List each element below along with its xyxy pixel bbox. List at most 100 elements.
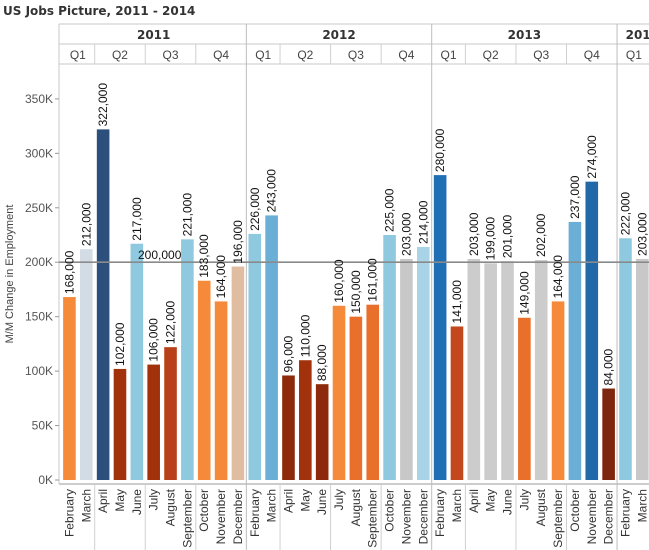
bar [467, 258, 481, 480]
y-tick-label: 50K [32, 419, 53, 433]
data-label: 203,000 [399, 212, 413, 256]
quarter-label: Q3 [348, 48, 364, 62]
quarter-label: Q4 [584, 48, 600, 62]
bar [147, 364, 160, 480]
y-tick-label: 0K [38, 473, 53, 487]
bar [534, 260, 548, 480]
y-tick-label: 200K [25, 255, 53, 269]
data-label: 202,000 [534, 213, 548, 257]
y-tick-label: 300K [25, 146, 53, 160]
quarter-label: Q1 [70, 48, 86, 62]
x-tick-label: February [248, 489, 262, 537]
x-tick-label: August [164, 488, 178, 526]
data-label: 203,000 [467, 212, 481, 256]
bar [181, 239, 194, 480]
bar [265, 215, 278, 480]
bar [484, 263, 497, 480]
x-tick-label: October [197, 489, 211, 532]
x-tick-label: February [433, 489, 447, 537]
bar [551, 301, 565, 480]
data-label: 201,000 [501, 214, 515, 258]
data-label: 84,000 [602, 349, 616, 386]
x-tick-label: March [265, 489, 279, 522]
x-tick-label: June [130, 489, 144, 515]
bar [416, 246, 430, 480]
quarter-label: Q2 [297, 48, 313, 62]
bar [585, 181, 599, 480]
bar [501, 261, 514, 480]
x-tick-label: September [551, 489, 565, 548]
bar [113, 368, 127, 480]
x-tick-label: December [416, 489, 430, 544]
quarter-label: Q4 [213, 48, 229, 62]
data-label: 88,000 [315, 344, 329, 381]
bar [332, 305, 346, 480]
bar [248, 233, 262, 480]
data-label: 106,000 [147, 318, 161, 362]
x-tick-label: June [315, 489, 329, 515]
quarter-label: Q3 [163, 48, 179, 62]
x-tick-label: February [618, 489, 632, 537]
year-label: 2014 [626, 28, 649, 42]
x-tick-label: February [62, 489, 76, 537]
quarter-label: Q1 [626, 48, 642, 62]
bar [315, 384, 329, 480]
x-tick-label: August [349, 488, 363, 526]
quarter-label: Q3 [533, 48, 549, 62]
x-tick-label: May [298, 489, 312, 512]
data-label: 217,000 [130, 197, 144, 241]
x-tick-label: October [383, 489, 397, 532]
data-label: 196,000 [231, 220, 245, 264]
data-label: 280,000 [433, 128, 447, 172]
bar [299, 360, 312, 480]
bar [282, 375, 295, 480]
data-label: 150,000 [349, 270, 363, 314]
bar [79, 249, 93, 480]
x-tick-label: December [602, 489, 616, 544]
y-tick-label: 350K [25, 92, 53, 106]
x-tick-label: April [467, 489, 481, 513]
data-label: 122,000 [164, 300, 178, 344]
bar [197, 280, 211, 480]
bar [619, 238, 632, 480]
data-label: 225,000 [383, 188, 397, 232]
x-tick-label: May [484, 489, 498, 512]
data-label: 274,000 [585, 135, 599, 179]
data-label: 96,000 [281, 335, 295, 372]
year-label: 2011 [137, 28, 170, 42]
data-label: 243,000 [265, 169, 279, 213]
bar [383, 235, 396, 480]
x-tick-label: November [585, 489, 599, 544]
bar [433, 175, 447, 480]
x-tick-label: March [450, 489, 464, 522]
data-label: 203,000 [635, 212, 649, 256]
bar [231, 266, 245, 480]
x-tick-label: September [366, 489, 380, 548]
bar [63, 297, 76, 480]
x-tick-label: November [214, 489, 228, 544]
bar [400, 258, 413, 480]
x-tick-label: March [635, 489, 649, 522]
quarter-label: Q2 [483, 48, 499, 62]
data-label: 149,000 [517, 271, 531, 315]
data-label: 214,000 [416, 200, 430, 244]
data-label: 322,000 [96, 83, 110, 127]
data-label: 168,000 [62, 250, 76, 294]
data-label: 183,000 [197, 234, 211, 278]
quarter-label: Q4 [398, 48, 414, 62]
chart-title: US Jobs Picture, 2011 - 2014 [3, 4, 196, 18]
y-tick-label: 100K [25, 364, 53, 378]
bar [602, 388, 615, 480]
data-label: 160,000 [332, 259, 346, 303]
x-tick-label: July [332, 489, 346, 510]
x-tick-label: July [147, 489, 161, 510]
data-label: 199,000 [484, 217, 498, 261]
data-label: 212,000 [79, 202, 93, 246]
quarter-label: Q2 [112, 48, 128, 62]
x-tick-label: September [180, 489, 194, 548]
data-label: 222,000 [618, 192, 632, 236]
x-tick-label: July [517, 489, 531, 510]
x-tick-label: December [231, 489, 245, 544]
x-tick-label: October [568, 489, 582, 532]
